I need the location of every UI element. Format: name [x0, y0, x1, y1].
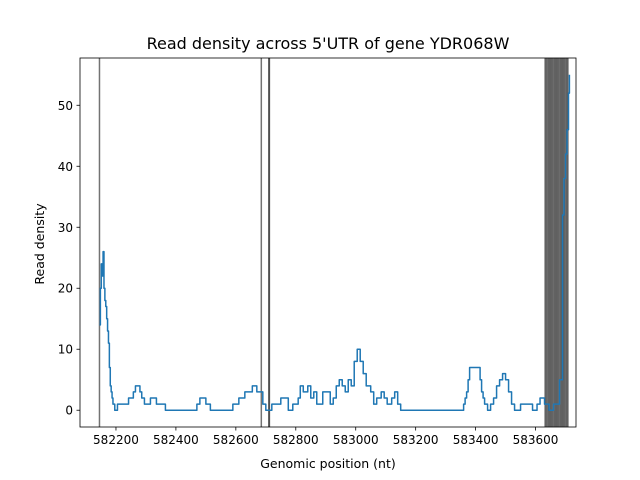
- y-tick-label: 50: [58, 99, 73, 113]
- x-tick-label: 582200: [93, 433, 139, 447]
- chart-title: Read density across 5'UTR of gene YDR068…: [147, 34, 510, 53]
- y-axis-label: Read density: [32, 203, 47, 285]
- axes-frame: [79, 57, 577, 428]
- x-tick-label: 583400: [453, 433, 499, 447]
- x-tick-label: 583000: [333, 433, 379, 447]
- y-tick-label: 10: [58, 343, 73, 357]
- series-layer: [99, 74, 571, 411]
- x-axis-ticks: 582200 582400 582600 582800 583000 583200 5834…: [93, 427, 558, 447]
- vertical-marker-lines: [98, 58, 569, 427]
- y-tick-label: 20: [58, 282, 73, 296]
- x-axis-label: Genomic position (nt): [260, 456, 396, 471]
- x-tick-label: 583200: [393, 433, 439, 447]
- axes: [79, 57, 577, 428]
- x-tick-label: 582600: [213, 433, 259, 447]
- x-tick-label: 582800: [273, 433, 319, 447]
- x-tick-label: 583600: [513, 433, 559, 447]
- x-tick-label: 582400: [153, 433, 199, 447]
- y-axis-ticks: 0 10 20 30 40 50: [58, 99, 80, 418]
- y-tick-label: 40: [58, 160, 73, 174]
- read-density-line: [99, 74, 571, 411]
- y-tick-label: 0: [65, 404, 73, 418]
- y-tick-label: 30: [58, 221, 73, 235]
